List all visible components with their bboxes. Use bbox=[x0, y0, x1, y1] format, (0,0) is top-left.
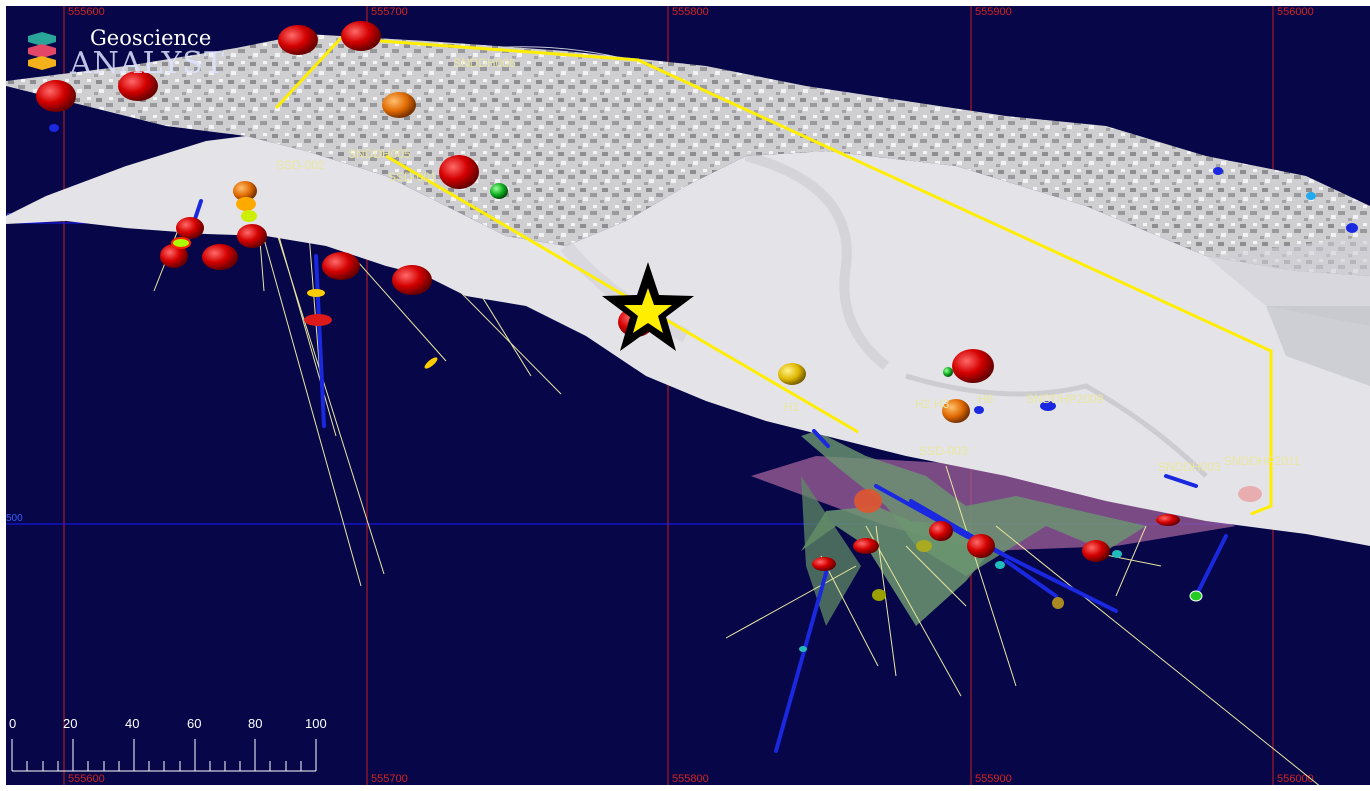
drillhole-label: SSD-001 bbox=[388, 170, 437, 184]
scale-tick-label: 40 bbox=[125, 716, 139, 731]
elevation-label-left-500: 500 bbox=[6, 513, 23, 524]
3d-viewport[interactable]: 555600 555700 555800 555900 556000 55560… bbox=[6, 6, 1370, 785]
layers-icon bbox=[28, 32, 56, 70]
brand-line2: ANALYST bbox=[70, 46, 225, 81]
easting-label-bottom-4: 555900 bbox=[975, 773, 1012, 785]
easting-label-top-2: 555700 bbox=[371, 6, 408, 18]
scale-tick-label: 80 bbox=[248, 716, 262, 731]
assay-discs bbox=[49, 124, 1358, 652]
star-fill bbox=[624, 288, 672, 333]
easting-label-bottom-2: 555700 bbox=[371, 773, 408, 785]
scale-tick-label: 100 bbox=[305, 716, 327, 731]
easting-label-top-5: 556000 bbox=[1277, 6, 1314, 18]
scene-canvas[interactable]: 555600 555700 555800 555900 556000 55560… bbox=[6, 6, 1370, 785]
drillhole-label: H2 bbox=[915, 397, 931, 411]
star-marker-icon[interactable] bbox=[602, 262, 694, 351]
easting-label-top-3: 555800 bbox=[672, 6, 709, 18]
scale-bar: 0 20 40 60 80 100 bbox=[9, 716, 327, 772]
drillhole-label: SSD-002 bbox=[276, 158, 325, 172]
scale-tick-label: 20 bbox=[63, 716, 77, 731]
drillhole-label: H3 bbox=[934, 397, 950, 411]
drillhole-label: SNDDHP2009 bbox=[1026, 392, 1104, 406]
drillhole-label: SNDDH003 bbox=[1158, 460, 1221, 474]
easting-label-bottom-1: 555600 bbox=[68, 773, 105, 785]
drillhole-label: SSD-003 bbox=[919, 444, 968, 458]
drillhole-labels: SNDDH006 SNDDH005 SSD-002 SSD-001 H1 H2 … bbox=[276, 56, 1301, 474]
drillhole-label: SNDDH005 bbox=[348, 147, 411, 161]
easting-label-top-1: 555600 bbox=[68, 6, 105, 18]
easting-label-top-4: 555900 bbox=[975, 6, 1012, 18]
drillhole-traces-lower bbox=[725, 465, 1320, 785]
drillhole-label: H1 bbox=[784, 400, 800, 414]
easting-label-bottom-3: 555800 bbox=[672, 773, 709, 785]
easting-label-bottom-5: 556000 bbox=[1277, 773, 1314, 785]
drillhole-label: SNDDH006 bbox=[453, 56, 516, 70]
scale-tick-label: 0 bbox=[9, 716, 16, 731]
brand-line1: Geoscience bbox=[90, 26, 212, 50]
drillhole-label: SNDDHP2011 bbox=[1224, 454, 1301, 468]
drillhole-label: H6 bbox=[978, 392, 994, 406]
app-logo: Geoscience ANALYST bbox=[20, 24, 250, 84]
orebody-green bbox=[801, 431, 1146, 576]
surface-upper bbox=[6, 34, 1370, 276]
assay-spheres bbox=[36, 21, 1262, 571]
outline-polygon bbox=[340, 36, 1273, 516]
scale-tick-label: 60 bbox=[187, 716, 201, 731]
